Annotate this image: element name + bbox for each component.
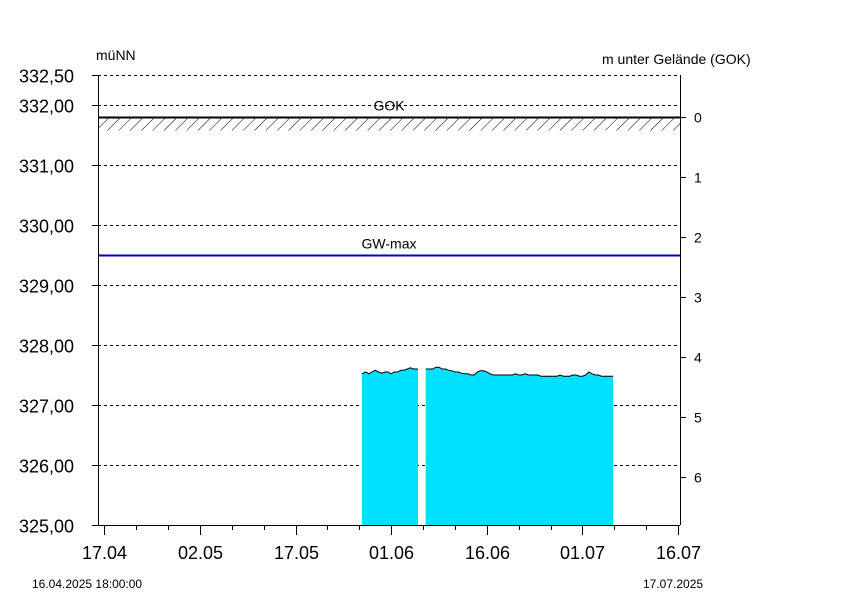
right-tick-label: 5 bbox=[694, 410, 702, 426]
right-axis-label: m unter Gelände (GOK) bbox=[602, 51, 751, 67]
left-tick-label: 331,00 bbox=[19, 157, 74, 177]
left-tick-label: 327,00 bbox=[19, 397, 74, 417]
left-tick-label: 332,00 bbox=[19, 97, 74, 117]
x-tick-label: 17.04 bbox=[82, 543, 127, 563]
left-tick-label: 325,00 bbox=[19, 517, 74, 537]
tick-labels: 325,00 326,00 327,00 328,00 329,00 330,00 331,… bbox=[19, 67, 702, 564]
left-tick-label: 328,00 bbox=[19, 337, 74, 357]
reference-lines: GOK GW-max bbox=[98, 98, 680, 257]
series-line bbox=[361, 367, 418, 375]
gok-hatch bbox=[98, 117, 680, 131]
right-tick-label: 2 bbox=[694, 230, 702, 246]
x-tick-label: 02.05 bbox=[178, 543, 223, 563]
right-tick-label: 6 bbox=[694, 470, 702, 486]
series-area bbox=[361, 367, 418, 525]
series-line bbox=[425, 366, 614, 377]
x-tick-label: 16.06 bbox=[465, 543, 510, 563]
right-tick-label: 3 bbox=[694, 290, 702, 306]
right-tick-label: 0 bbox=[694, 110, 702, 126]
water-level-series bbox=[361, 366, 614, 525]
x-tick-label: 01.06 bbox=[369, 543, 414, 563]
gok-label: GOK bbox=[373, 98, 405, 114]
left-axis-label: müNN bbox=[96, 47, 136, 63]
series-area bbox=[425, 367, 614, 525]
end-date-label: 17.07.2025 bbox=[643, 577, 704, 591]
left-tick-label: 332,50 bbox=[19, 67, 74, 87]
x-tick-label: 17.05 bbox=[274, 543, 319, 563]
gw-max-label: GW-max bbox=[362, 236, 417, 252]
left-tick-label: 326,00 bbox=[19, 457, 74, 477]
right-tick-label: 4 bbox=[694, 350, 702, 366]
left-tick-label: 329,00 bbox=[19, 277, 74, 297]
right-tick-label: 1 bbox=[694, 170, 702, 186]
left-tick-label: 330,00 bbox=[19, 217, 74, 237]
x-tick-label: 01.07 bbox=[560, 543, 605, 563]
x-tick-label: 16.07 bbox=[656, 543, 701, 563]
axes bbox=[92, 75, 686, 535]
start-date-label: 16.04.2025 18:00:00 bbox=[32, 577, 143, 591]
